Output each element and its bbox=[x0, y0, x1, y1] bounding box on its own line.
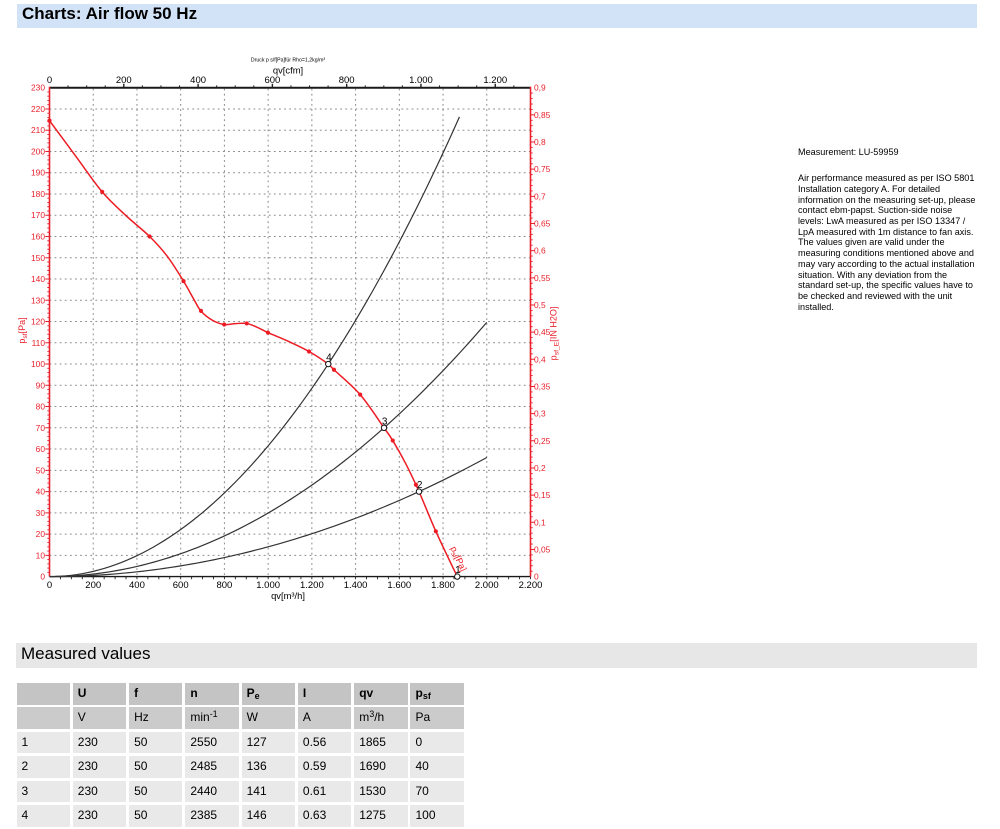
svg-text:400: 400 bbox=[129, 580, 145, 591]
svg-text:130: 130 bbox=[31, 295, 45, 305]
svg-text:psf_E[IN H2O]: psf_E[IN H2O] bbox=[549, 307, 561, 361]
svg-text:1.000: 1.000 bbox=[256, 580, 280, 591]
svg-text:0,7: 0,7 bbox=[534, 191, 546, 201]
svg-text:2.000: 2.000 bbox=[475, 580, 499, 591]
svg-text:190: 190 bbox=[31, 168, 45, 178]
svg-text:1.000: 1.000 bbox=[409, 75, 433, 86]
svg-text:60: 60 bbox=[36, 444, 46, 454]
svg-text:90: 90 bbox=[36, 380, 46, 390]
svg-text:0,4: 0,4 bbox=[534, 354, 546, 364]
svg-text:140: 140 bbox=[31, 274, 45, 284]
svg-text:400: 400 bbox=[190, 75, 206, 86]
svg-text:psf[Pa]: psf[Pa] bbox=[17, 317, 29, 343]
svg-text:210: 210 bbox=[31, 125, 45, 135]
svg-text:0,45: 0,45 bbox=[534, 327, 551, 337]
svg-text:0,35: 0,35 bbox=[534, 381, 551, 391]
svg-text:1.400: 1.400 bbox=[344, 580, 368, 591]
svg-text:1.600: 1.600 bbox=[387, 580, 411, 591]
svg-text:0,9: 0,9 bbox=[534, 83, 546, 93]
svg-text:0,1: 0,1 bbox=[534, 517, 546, 527]
svg-text:200: 200 bbox=[85, 580, 101, 591]
svg-text:0,25: 0,25 bbox=[534, 436, 551, 446]
svg-text:0,6: 0,6 bbox=[534, 246, 546, 256]
svg-text:0,75: 0,75 bbox=[534, 164, 551, 174]
svg-text:200: 200 bbox=[31, 146, 45, 156]
svg-text:qv[m³/h]: qv[m³/h] bbox=[271, 590, 305, 601]
svg-text:20: 20 bbox=[36, 529, 46, 539]
svg-text:0,8: 0,8 bbox=[534, 137, 546, 147]
svg-text:0: 0 bbox=[534, 572, 539, 582]
svg-text:600: 600 bbox=[173, 580, 189, 591]
svg-text:3: 3 bbox=[382, 416, 388, 427]
svg-text:800: 800 bbox=[339, 75, 355, 86]
svg-text:0,3: 0,3 bbox=[534, 409, 546, 419]
svg-text:30: 30 bbox=[36, 508, 46, 518]
svg-text:1.200: 1.200 bbox=[300, 580, 324, 591]
svg-text:800: 800 bbox=[216, 580, 232, 591]
svg-text:0,65: 0,65 bbox=[534, 219, 551, 229]
svg-text:120: 120 bbox=[31, 317, 45, 327]
svg-text:110: 110 bbox=[32, 338, 46, 348]
svg-text:0,2: 0,2 bbox=[534, 463, 546, 473]
svg-text:40: 40 bbox=[36, 487, 46, 497]
svg-text:1.200: 1.200 bbox=[483, 75, 507, 86]
svg-text:200: 200 bbox=[116, 75, 132, 86]
svg-text:Druck p s/f[Pa]für Rho=1,2kg/m: Druck p s/f[Pa]für Rho=1,2kg/m³ bbox=[251, 58, 326, 64]
svg-text:70: 70 bbox=[36, 423, 46, 433]
svg-text:0: 0 bbox=[47, 580, 52, 591]
svg-text:0: 0 bbox=[40, 572, 45, 582]
svg-text:4: 4 bbox=[326, 353, 332, 364]
svg-text:1.800: 1.800 bbox=[431, 580, 455, 591]
svg-text:0,5: 0,5 bbox=[534, 300, 546, 310]
svg-text:600: 600 bbox=[264, 75, 280, 86]
svg-text:0,05: 0,05 bbox=[534, 544, 551, 554]
svg-text:170: 170 bbox=[31, 210, 45, 220]
svg-text:2.200: 2.200 bbox=[519, 580, 543, 591]
svg-text:0,15: 0,15 bbox=[534, 490, 551, 500]
svg-text:0: 0 bbox=[47, 75, 52, 86]
svg-text:0,55: 0,55 bbox=[534, 273, 551, 283]
svg-text:2: 2 bbox=[417, 480, 423, 491]
svg-text:160: 160 bbox=[31, 232, 45, 242]
svg-text:10: 10 bbox=[36, 550, 46, 560]
svg-text:80: 80 bbox=[36, 402, 46, 412]
svg-text:220: 220 bbox=[31, 104, 45, 114]
svg-text:230: 230 bbox=[31, 83, 45, 93]
svg-text:qv[cfm]: qv[cfm] bbox=[273, 64, 303, 75]
svg-text:1: 1 bbox=[455, 565, 461, 576]
svg-text:180: 180 bbox=[31, 189, 45, 199]
svg-text:150: 150 bbox=[31, 253, 45, 263]
svg-text:0,85: 0,85 bbox=[534, 110, 551, 120]
svg-text:50: 50 bbox=[36, 465, 46, 475]
svg-text:100: 100 bbox=[31, 359, 45, 369]
